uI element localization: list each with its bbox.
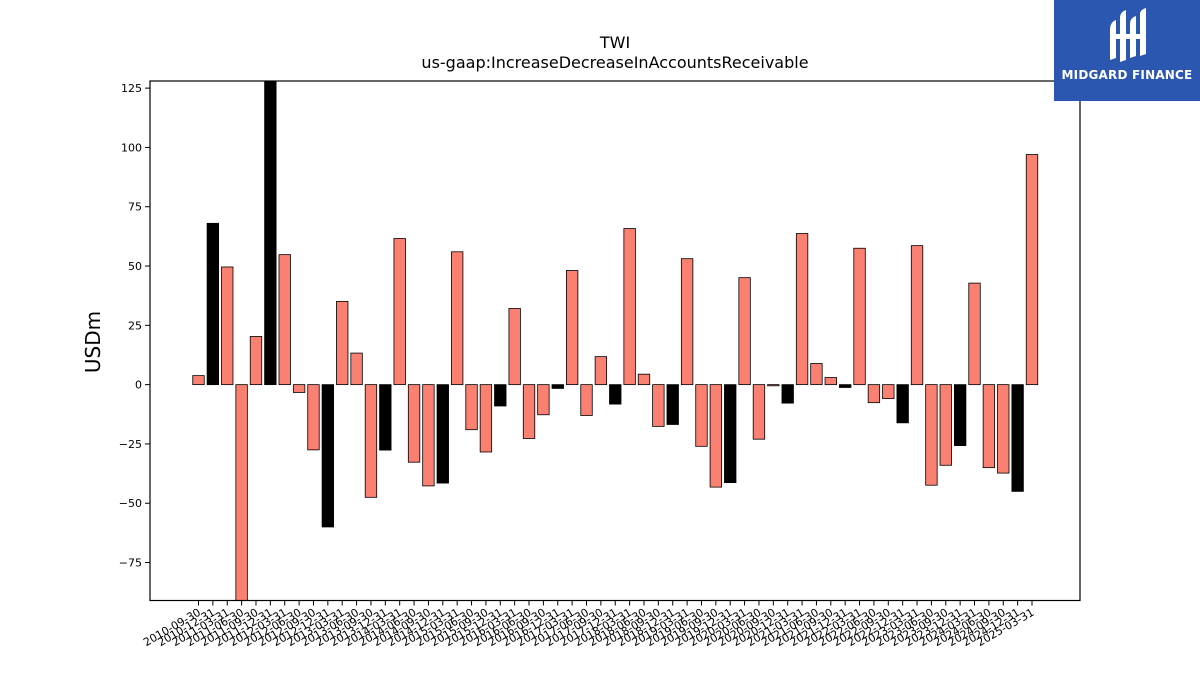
chart-title: TWI — [599, 33, 630, 52]
bar-2015-12-31 — [494, 384, 507, 407]
bar-2018-03-31 — [623, 228, 636, 386]
bar-2011-12-31 — [264, 80, 277, 386]
midgard-logo-icon — [1110, 8, 1146, 62]
y-tick-label: 25 — [128, 319, 142, 332]
bar-2017-06-30 — [580, 384, 593, 416]
bar-2013-12-31 — [379, 384, 392, 451]
bar-2013-03-31 — [336, 300, 349, 386]
bar-2017-12-31 — [609, 384, 622, 405]
bar-2018-06-30 — [637, 373, 651, 386]
bar-2024-06-30 — [982, 384, 996, 469]
bar-2014-06-30 — [407, 384, 421, 463]
bar-2016-12-31 — [551, 384, 564, 389]
bar-2012-12-31 — [321, 384, 334, 528]
bar-2017-03-31 — [565, 270, 579, 386]
bar-2017-09-30 — [594, 356, 608, 386]
bar-2022-09-30 — [882, 384, 895, 400]
bar-2021-06-30 — [810, 363, 823, 386]
bar-2020-06-30 — [752, 384, 766, 440]
bar-2020-12-31 — [781, 384, 794, 404]
bar-2025-03-31 — [1025, 154, 1039, 386]
bar-2011-03-31 — [221, 266, 234, 386]
bar-2016-03-31 — [508, 308, 521, 386]
bar-2010-09-30 — [192, 375, 205, 386]
bar-2018-12-31 — [666, 384, 679, 425]
bar-2014-03-31 — [393, 238, 406, 386]
bar-2019-09-30 — [709, 384, 722, 488]
y-tick-label: −25 — [119, 438, 142, 451]
bar-2022-06-30 — [867, 384, 881, 404]
y-tick-label: −50 — [119, 497, 142, 510]
bar-2016-06-30 — [522, 384, 536, 439]
bar-2020-09-30 — [767, 384, 780, 387]
y-tick-label: 100 — [121, 141, 142, 154]
logo-text: MIDGARD FINANCE — [1061, 68, 1193, 82]
bar-2024-03-31 — [968, 282, 981, 386]
bar-2022-12-31 — [896, 384, 909, 424]
bar-2013-06-30 — [350, 352, 363, 386]
bar-2021-09-30 — [824, 377, 837, 386]
y-axis: −75 −50 −25 0 25 50 75 100 125 — [119, 82, 150, 570]
bar-2019-12-31 — [724, 384, 737, 484]
bar-2016-09-30 — [537, 384, 550, 416]
y-tick-label: 75 — [128, 201, 142, 214]
bar-2012-03-31 — [278, 254, 291, 386]
bar-2012-09-30 — [307, 384, 320, 451]
bar-2024-09-30 — [997, 384, 1010, 474]
bar-2023-03-31 — [910, 245, 924, 386]
y-tick-label: 0 — [135, 379, 142, 392]
bars-group — [192, 80, 1039, 601]
plot-frame — [149, 80, 1081, 602]
bar-2011-06-30 — [235, 384, 248, 601]
bar-2015-09-30 — [479, 384, 493, 453]
bar-2020-03-31 — [738, 277, 751, 386]
chart-subtitle: us-gaap:IncreaseDecreaseInAccountsReceiv… — [421, 53, 808, 72]
bar-2023-09-30 — [939, 384, 952, 466]
bar-2012-06-30 — [292, 384, 306, 393]
bar-2015-06-30 — [465, 384, 478, 431]
bar-2023-12-31 — [954, 384, 967, 446]
midgard-logo: MIDGARD FINANCE — [1054, 0, 1200, 101]
bar-2014-12-31 — [436, 384, 449, 484]
bar-2018-09-30 — [652, 384, 665, 427]
bar-2021-03-31 — [795, 233, 809, 386]
bar-2024-12-31 — [1011, 384, 1024, 492]
bar-2011-09-30 — [249, 336, 263, 386]
x-axis: 2010-09-302010-12-312011-03-312011-06-30… — [141, 600, 1037, 649]
bar-2019-03-31 — [680, 258, 694, 386]
bar-2021-12-31 — [839, 384, 852, 388]
y-axis-label: USDm — [81, 311, 105, 373]
bar-2010-12-31 — [206, 222, 220, 386]
y-tick-label: −75 — [119, 557, 142, 570]
y-tick-label: 125 — [121, 82, 142, 95]
bar-2023-06-30 — [925, 384, 938, 486]
bar-2022-03-31 — [853, 247, 866, 386]
bar-2015-03-31 — [451, 251, 464, 386]
bar-2013-09-30 — [364, 384, 378, 498]
bar-2019-06-30 — [695, 384, 708, 447]
y-tick-label: 50 — [128, 260, 142, 273]
bar-2014-09-30 — [422, 384, 435, 487]
